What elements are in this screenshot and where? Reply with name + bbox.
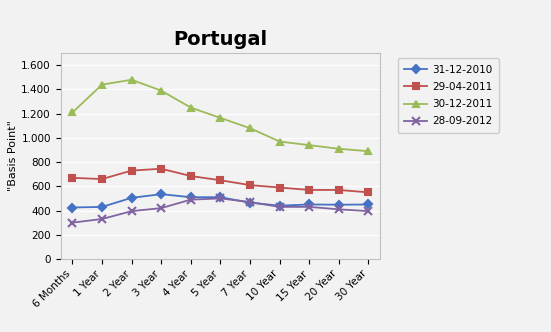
31-12-2010 xyxy=(336,203,342,207)
28-09-2012 xyxy=(128,209,135,213)
29-04-2011 xyxy=(336,188,342,192)
30-12-2011 xyxy=(99,83,105,87)
31-12-2010 xyxy=(187,195,194,199)
29-04-2011 xyxy=(128,169,135,173)
30-12-2011 xyxy=(128,78,135,82)
30-12-2011 xyxy=(247,126,253,130)
29-04-2011 xyxy=(187,174,194,178)
29-04-2011 xyxy=(247,183,253,187)
31-12-2010 xyxy=(247,201,253,205)
28-09-2012 xyxy=(69,221,75,225)
29-04-2011 xyxy=(217,178,224,182)
31-12-2010 xyxy=(276,204,283,208)
29-04-2011 xyxy=(306,188,312,192)
31-12-2010 xyxy=(365,203,372,207)
Line: 30-12-2011: 30-12-2011 xyxy=(69,77,371,154)
Legend: 31-12-2010, 29-04-2011, 30-12-2011, 28-09-2012: 31-12-2010, 29-04-2011, 30-12-2011, 28-0… xyxy=(398,58,499,133)
31-12-2010 xyxy=(128,196,135,200)
28-09-2012 xyxy=(187,198,194,202)
30-12-2011 xyxy=(187,106,194,110)
30-12-2011 xyxy=(69,111,75,115)
29-04-2011 xyxy=(276,186,283,190)
30-12-2011 xyxy=(306,143,312,147)
31-12-2010 xyxy=(217,195,224,199)
Line: 29-04-2011: 29-04-2011 xyxy=(69,166,371,195)
30-12-2011 xyxy=(276,139,283,143)
28-09-2012 xyxy=(365,209,372,213)
29-04-2011 xyxy=(99,177,105,181)
30-12-2011 xyxy=(365,149,372,153)
28-09-2012 xyxy=(276,205,283,209)
31-12-2010 xyxy=(69,206,75,209)
Y-axis label: "Basis Point": "Basis Point" xyxy=(8,121,19,192)
30-12-2011 xyxy=(217,116,224,120)
29-04-2011 xyxy=(158,167,165,171)
28-09-2012 xyxy=(306,205,312,209)
28-09-2012 xyxy=(99,217,105,221)
28-09-2012 xyxy=(336,207,342,211)
29-04-2011 xyxy=(69,176,75,180)
29-04-2011 xyxy=(365,190,372,194)
30-12-2011 xyxy=(336,147,342,151)
31-12-2010 xyxy=(306,203,312,207)
Line: 28-09-2012: 28-09-2012 xyxy=(68,194,372,227)
28-09-2012 xyxy=(158,206,165,210)
30-12-2011 xyxy=(158,89,165,93)
31-12-2010 xyxy=(158,192,165,196)
Line: 31-12-2010: 31-12-2010 xyxy=(69,192,371,210)
31-12-2010 xyxy=(99,205,105,209)
28-09-2012 xyxy=(217,197,224,201)
Title: Portugal: Portugal xyxy=(174,30,267,49)
28-09-2012 xyxy=(247,200,253,204)
